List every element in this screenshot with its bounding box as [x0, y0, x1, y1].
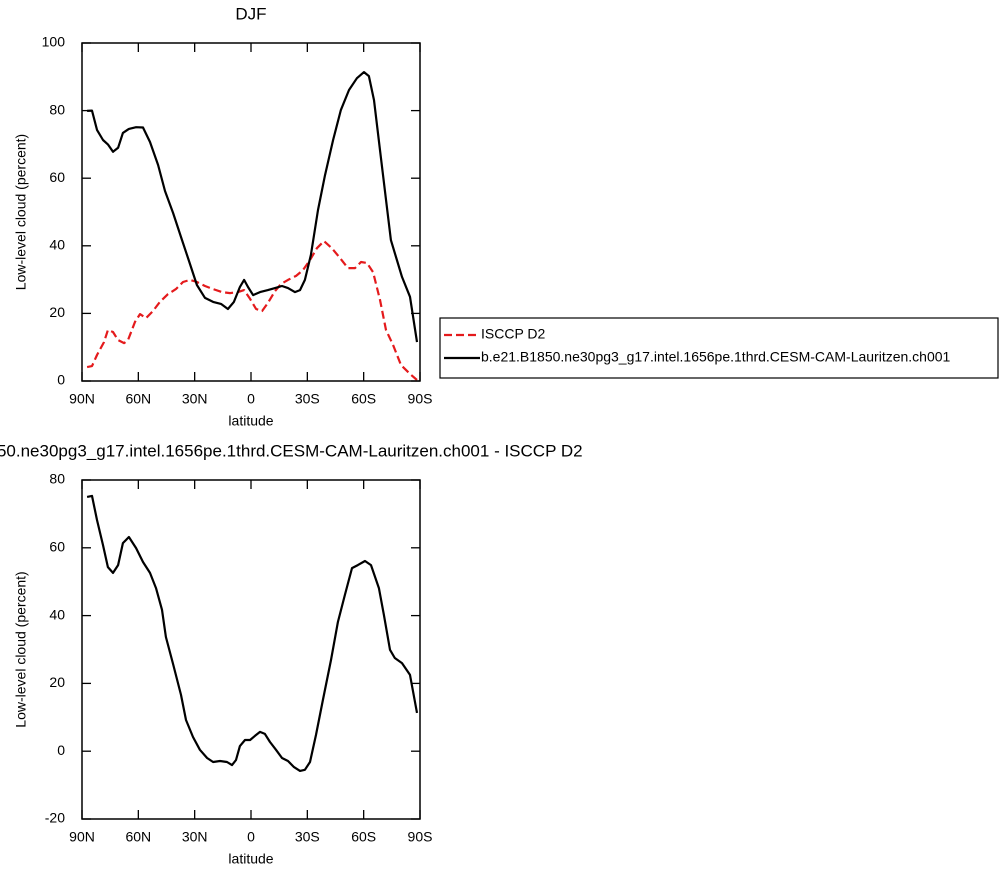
y-tick-label: -20: [45, 810, 65, 826]
y-tick-label: 60: [49, 169, 65, 185]
x-tick-label: 0: [247, 829, 255, 845]
chart-title: b.e21.B1850.ne30pg3_g17.intel.1656pe.1th…: [0, 441, 583, 460]
x-tick-label: 30S: [295, 391, 320, 407]
y-tick-label: 20: [49, 304, 65, 320]
x-tick-label: 60S: [351, 829, 376, 845]
y-tick-label: 80: [49, 471, 65, 487]
y-tick-label: 80: [49, 101, 65, 117]
x-tick-label: 0: [247, 391, 255, 407]
legend-label: b.e21.B1850.ne30pg3_g17.intel.1656pe.1th…: [481, 349, 951, 365]
data-line: [86, 240, 418, 381]
plot-frame: [81, 479, 421, 820]
x-tick-label: 90N: [69, 391, 95, 407]
plot-frame: [81, 42, 421, 382]
x-axis-label: latitude: [228, 851, 273, 867]
y-tick-label: 60: [49, 539, 65, 555]
chart-title: DJF: [235, 4, 266, 23]
y-tick-label: 0: [57, 742, 65, 758]
x-tick-label: 90S: [408, 391, 433, 407]
x-tick-label: 90S: [408, 829, 433, 845]
x-tick-label: 60N: [125, 391, 151, 407]
x-tick-label: 30N: [182, 391, 208, 407]
y-tick-label: 40: [49, 237, 65, 253]
x-tick-label: 30S: [295, 829, 320, 845]
data-line: [86, 494, 419, 773]
y-tick-label: 100: [42, 34, 66, 50]
x-tick-label: 60N: [125, 829, 151, 845]
data-line: [87, 70, 419, 343]
y-axis-label: Low-level cloud (percent): [13, 134, 29, 290]
y-tick-label: 0: [57, 372, 65, 388]
x-tick-label: 30N: [182, 829, 208, 845]
legend-box: [439, 317, 999, 379]
legend-label: ISCCP D2: [481, 326, 546, 342]
y-tick-label: 20: [49, 674, 65, 690]
y-tick-label: 40: [49, 606, 65, 622]
x-axis-label: latitude: [228, 413, 273, 429]
y-axis-label: Low-level cloud (percent): [13, 571, 29, 727]
x-tick-label: 60S: [351, 391, 376, 407]
x-tick-label: 90N: [69, 829, 95, 845]
